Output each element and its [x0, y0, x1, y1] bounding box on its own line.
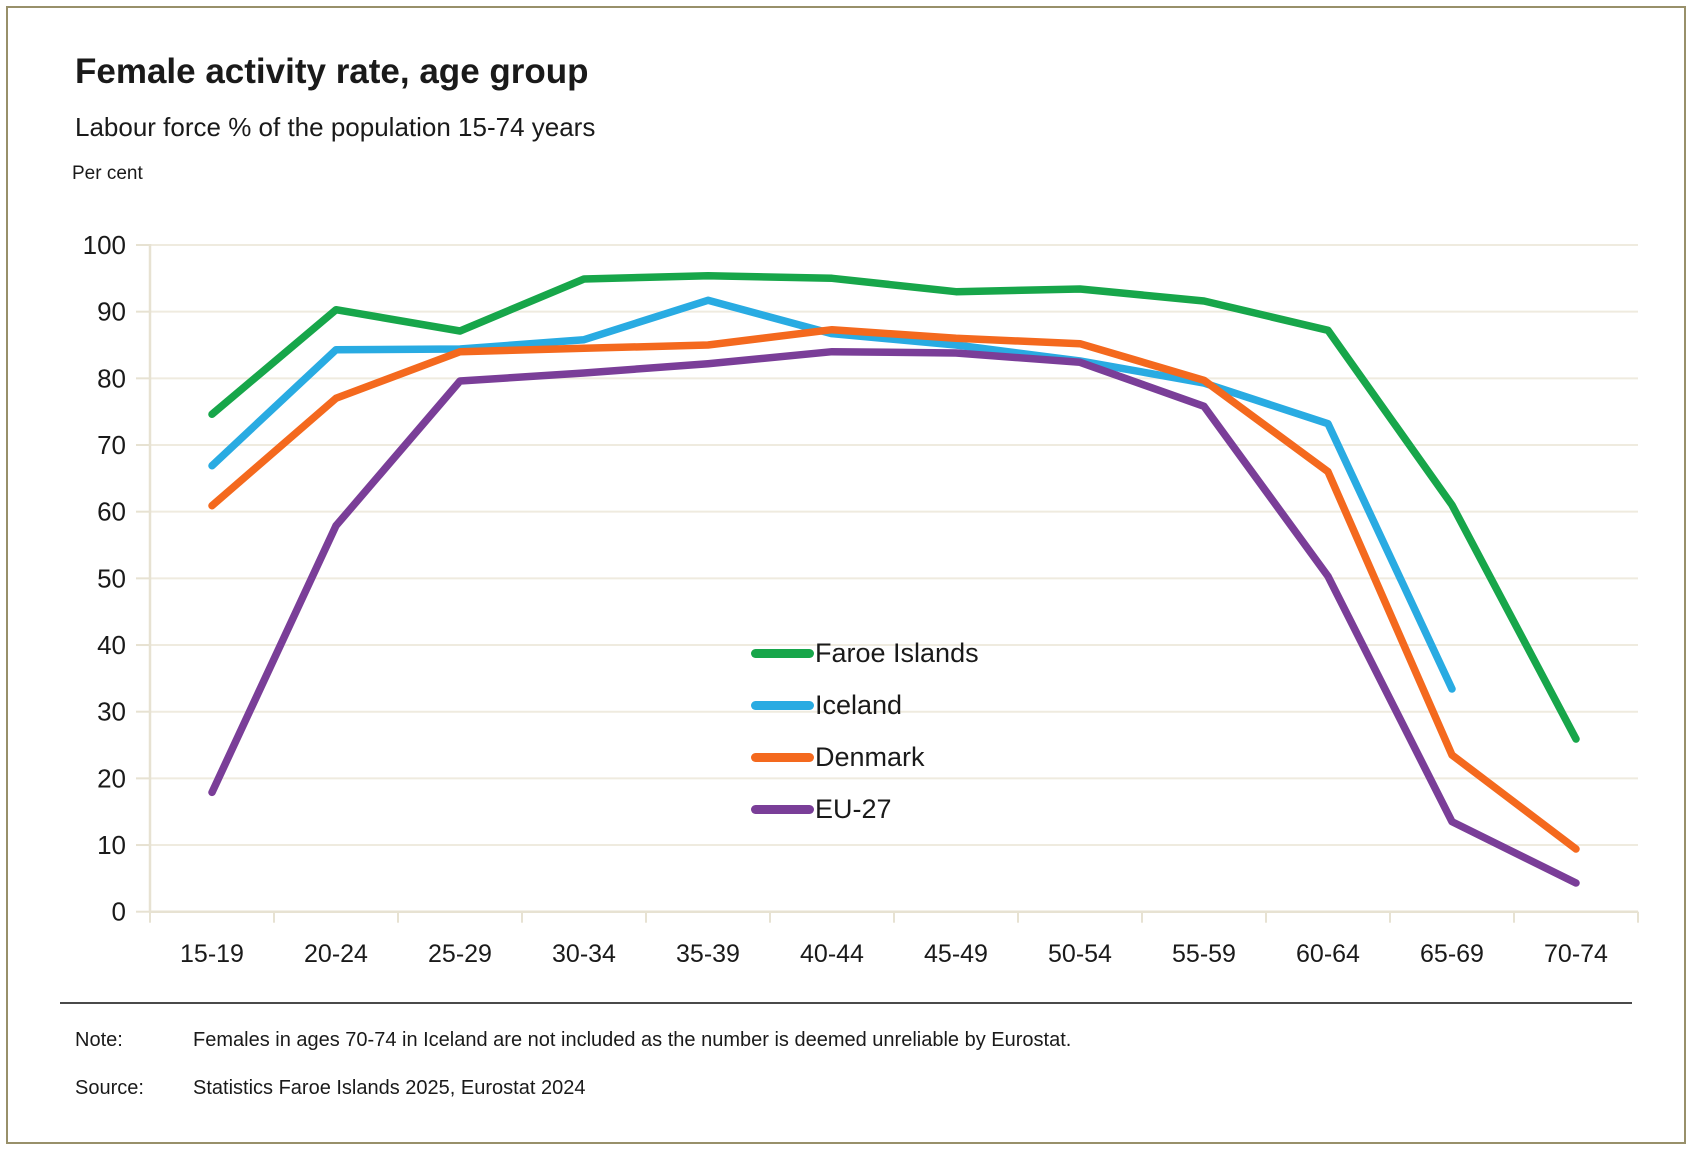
note-row: Note: Females in ages 70-74 in Iceland ar…	[75, 1029, 1071, 1052]
line-eu-27	[208, 347, 1580, 887]
legend-item-eu27: EU-27	[751, 783, 979, 835]
y-tick-label-20: 20	[97, 763, 126, 793]
x-tick-label-65-69: 65-69	[1420, 940, 1484, 968]
line-iceland	[208, 296, 1456, 693]
y-tick-label-0: 0	[112, 897, 126, 927]
x-tick-label-50-54: 50-54	[1048, 940, 1112, 968]
x-tick-label-55-59: 55-59	[1172, 940, 1236, 968]
y-tick-label-80: 80	[97, 363, 126, 393]
legend-label-faroe-islands: Faroe Islands	[815, 637, 979, 668]
legend-swatch-iceland	[751, 700, 814, 710]
y-tick-label-40: 40	[97, 630, 126, 660]
legend: Faroe Islands Iceland Denmark EU-27	[751, 627, 979, 835]
y-tick-label-10: 10	[97, 830, 126, 860]
legend-item-faroe-islands: Faroe Islands	[751, 627, 979, 679]
page-subtitle: Labour force % of the population 15-74 y…	[75, 112, 596, 142]
note-text: Females in ages 70-74 in Iceland are not…	[193, 1029, 1072, 1051]
x-tick-label-25-29: 25-29	[428, 940, 492, 968]
x-tick-label-20-24: 20-24	[304, 940, 368, 968]
page-title: Female activity rate, age group	[75, 52, 589, 91]
line-denmark	[208, 325, 1580, 853]
legend-label-denmark: Denmark	[815, 741, 925, 772]
y-tick-label-50: 50	[97, 563, 126, 593]
y-tick-label-60: 60	[97, 497, 126, 527]
source-row: Source: Statistics Faroe Islands 2025, Eu…	[75, 1077, 585, 1100]
source-text: Statistics Faroe Islands 2025, Eurostat …	[193, 1077, 586, 1099]
x-tick-label-15-19: 15-19	[180, 940, 244, 968]
x-tick-label-30-34: 30-34	[552, 940, 616, 968]
note-label: Note:	[75, 1029, 123, 1051]
y-tick-label-70: 70	[97, 430, 126, 460]
x-tick-label-70-74: 70-74	[1544, 940, 1608, 968]
y-tick-label-90: 90	[97, 297, 126, 327]
x-tick-label-60-64: 60-64	[1296, 940, 1360, 968]
legend-label-iceland: Iceland	[815, 689, 903, 720]
y-axis-unit-label: Per cent	[72, 163, 143, 184]
footer-separator-line	[60, 1002, 1632, 1004]
x-tick-label-45-49: 45-49	[924, 940, 988, 968]
legend-swatch-eu27	[751, 804, 814, 814]
legend-item-denmark: Denmark	[751, 731, 979, 783]
legend-label-eu27: EU-27	[815, 793, 892, 824]
y-tick-label-100: 100	[83, 230, 126, 260]
source-label: Source:	[75, 1077, 144, 1099]
legend-item-iceland: Iceland	[751, 679, 979, 731]
line-faroe-islands	[208, 271, 1580, 743]
legend-swatch-faroe-islands	[751, 648, 814, 658]
y-tick-label-30: 30	[97, 697, 126, 727]
x-tick-label-35-39: 35-39	[676, 940, 740, 968]
x-tick-label-40-44: 40-44	[800, 940, 864, 968]
legend-swatch-denmark	[751, 752, 814, 762]
